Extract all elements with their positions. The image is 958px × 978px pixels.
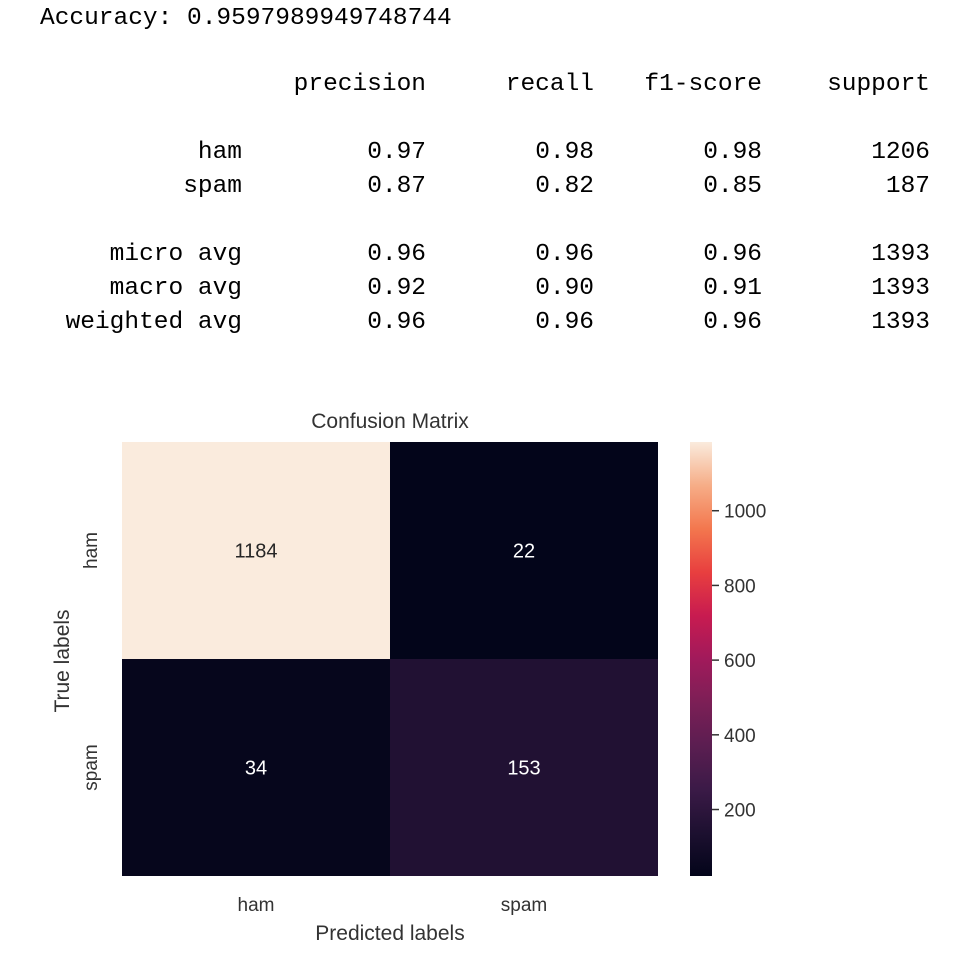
row-label: weighted avg bbox=[65, 309, 242, 336]
row-label: spam bbox=[183, 173, 242, 200]
row-recall: 0.98 bbox=[535, 139, 594, 166]
row-support: 1393 bbox=[871, 309, 930, 336]
row-precision: 0.87 bbox=[367, 173, 426, 200]
confusion-matrix-chart: Confusion Matrix 1184 22 34 153 ham spam ham… bbox=[51, 410, 766, 945]
heatmap-cell-spam-ham bbox=[122, 659, 390, 876]
report-row-macro-avg: macro avg 0.92 0.90 0.91 1393 bbox=[0, 272, 958, 306]
row-f1-score: 0.98 bbox=[703, 139, 762, 166]
row-support: 1206 bbox=[871, 139, 930, 166]
y-tick-labels: ham spam bbox=[81, 532, 102, 791]
chart-title: Confusion Matrix bbox=[311, 410, 469, 433]
accuracy-value: 0.9597989949748744 bbox=[187, 5, 452, 32]
report-row-spam: spam 0.87 0.82 0.85 187 bbox=[0, 170, 958, 204]
colorbar-tick-label: 800 bbox=[724, 576, 756, 597]
colorbar-tick-label: 200 bbox=[724, 801, 756, 822]
row-support: 1393 bbox=[871, 275, 930, 302]
colorbar-tick-label: 1000 bbox=[724, 502, 766, 523]
x-tick-labels: ham spam bbox=[238, 895, 548, 916]
row-precision: 0.96 bbox=[367, 241, 426, 268]
row-support: 187 bbox=[885, 173, 930, 200]
header-precision: precision bbox=[293, 71, 426, 98]
row-recall: 0.96 bbox=[535, 241, 594, 268]
row-recall: 0.96 bbox=[535, 309, 594, 336]
cell-value-label: 153 bbox=[507, 758, 540, 780]
row-f1-score: 0.96 bbox=[703, 241, 762, 268]
x-tick-label: ham bbox=[238, 895, 275, 916]
colorbar-tick-label: 400 bbox=[724, 726, 756, 747]
cell-value-label: 22 bbox=[513, 541, 535, 563]
heatmap-cell-spam-spam bbox=[390, 659, 658, 876]
row-precision: 0.92 bbox=[367, 275, 426, 302]
report-row-micro-avg: micro avg 0.96 0.96 0.96 1393 bbox=[0, 238, 958, 272]
colorbar bbox=[690, 442, 712, 876]
x-axis-label: Predicted labels bbox=[315, 922, 464, 945]
y-tick-label: spam bbox=[81, 744, 102, 790]
row-label: ham bbox=[197, 139, 242, 166]
row-precision: 0.96 bbox=[367, 309, 426, 336]
report-row-ham: ham 0.97 0.98 0.98 1206 bbox=[0, 136, 958, 170]
y-axis-label: True labels bbox=[51, 609, 74, 712]
heatmap-cells: 1184 22 34 153 bbox=[122, 442, 658, 876]
row-f1-score: 0.91 bbox=[703, 275, 762, 302]
colorbar-tick-label: 600 bbox=[724, 651, 756, 672]
heatmap-cell-ham-ham bbox=[122, 442, 390, 659]
header-recall: recall bbox=[505, 71, 594, 98]
colorbar-ticks: 200 400 600 800 1000 bbox=[712, 502, 766, 822]
row-support: 1393 bbox=[871, 241, 930, 268]
report-row-weighted-avg: weighted avg 0.96 0.96 0.96 1393 bbox=[0, 306, 958, 340]
row-recall: 0.90 bbox=[535, 275, 594, 302]
x-tick-label: spam bbox=[501, 895, 547, 916]
accuracy-label: Accuracy: bbox=[40, 5, 173, 32]
row-precision: 0.97 bbox=[367, 139, 426, 166]
row-label: micro avg bbox=[109, 241, 242, 268]
cell-value-label: 1184 bbox=[234, 541, 277, 563]
row-f1-score: 0.85 bbox=[703, 173, 762, 200]
row-label: macro avg bbox=[109, 275, 242, 302]
row-f1-score: 0.96 bbox=[703, 309, 762, 336]
header-support: support bbox=[827, 71, 930, 98]
accuracy-line: Accuracy: 0.9597989949748744 bbox=[40, 2, 452, 36]
y-tick-label: ham bbox=[81, 532, 102, 569]
header-f1-score: f1-score bbox=[644, 71, 762, 98]
row-recall: 0.82 bbox=[535, 173, 594, 200]
heatmap-cell-ham-spam bbox=[390, 442, 658, 659]
cell-value-label: 34 bbox=[245, 758, 267, 780]
report-header-row: precision recall f1-score support bbox=[0, 68, 958, 102]
